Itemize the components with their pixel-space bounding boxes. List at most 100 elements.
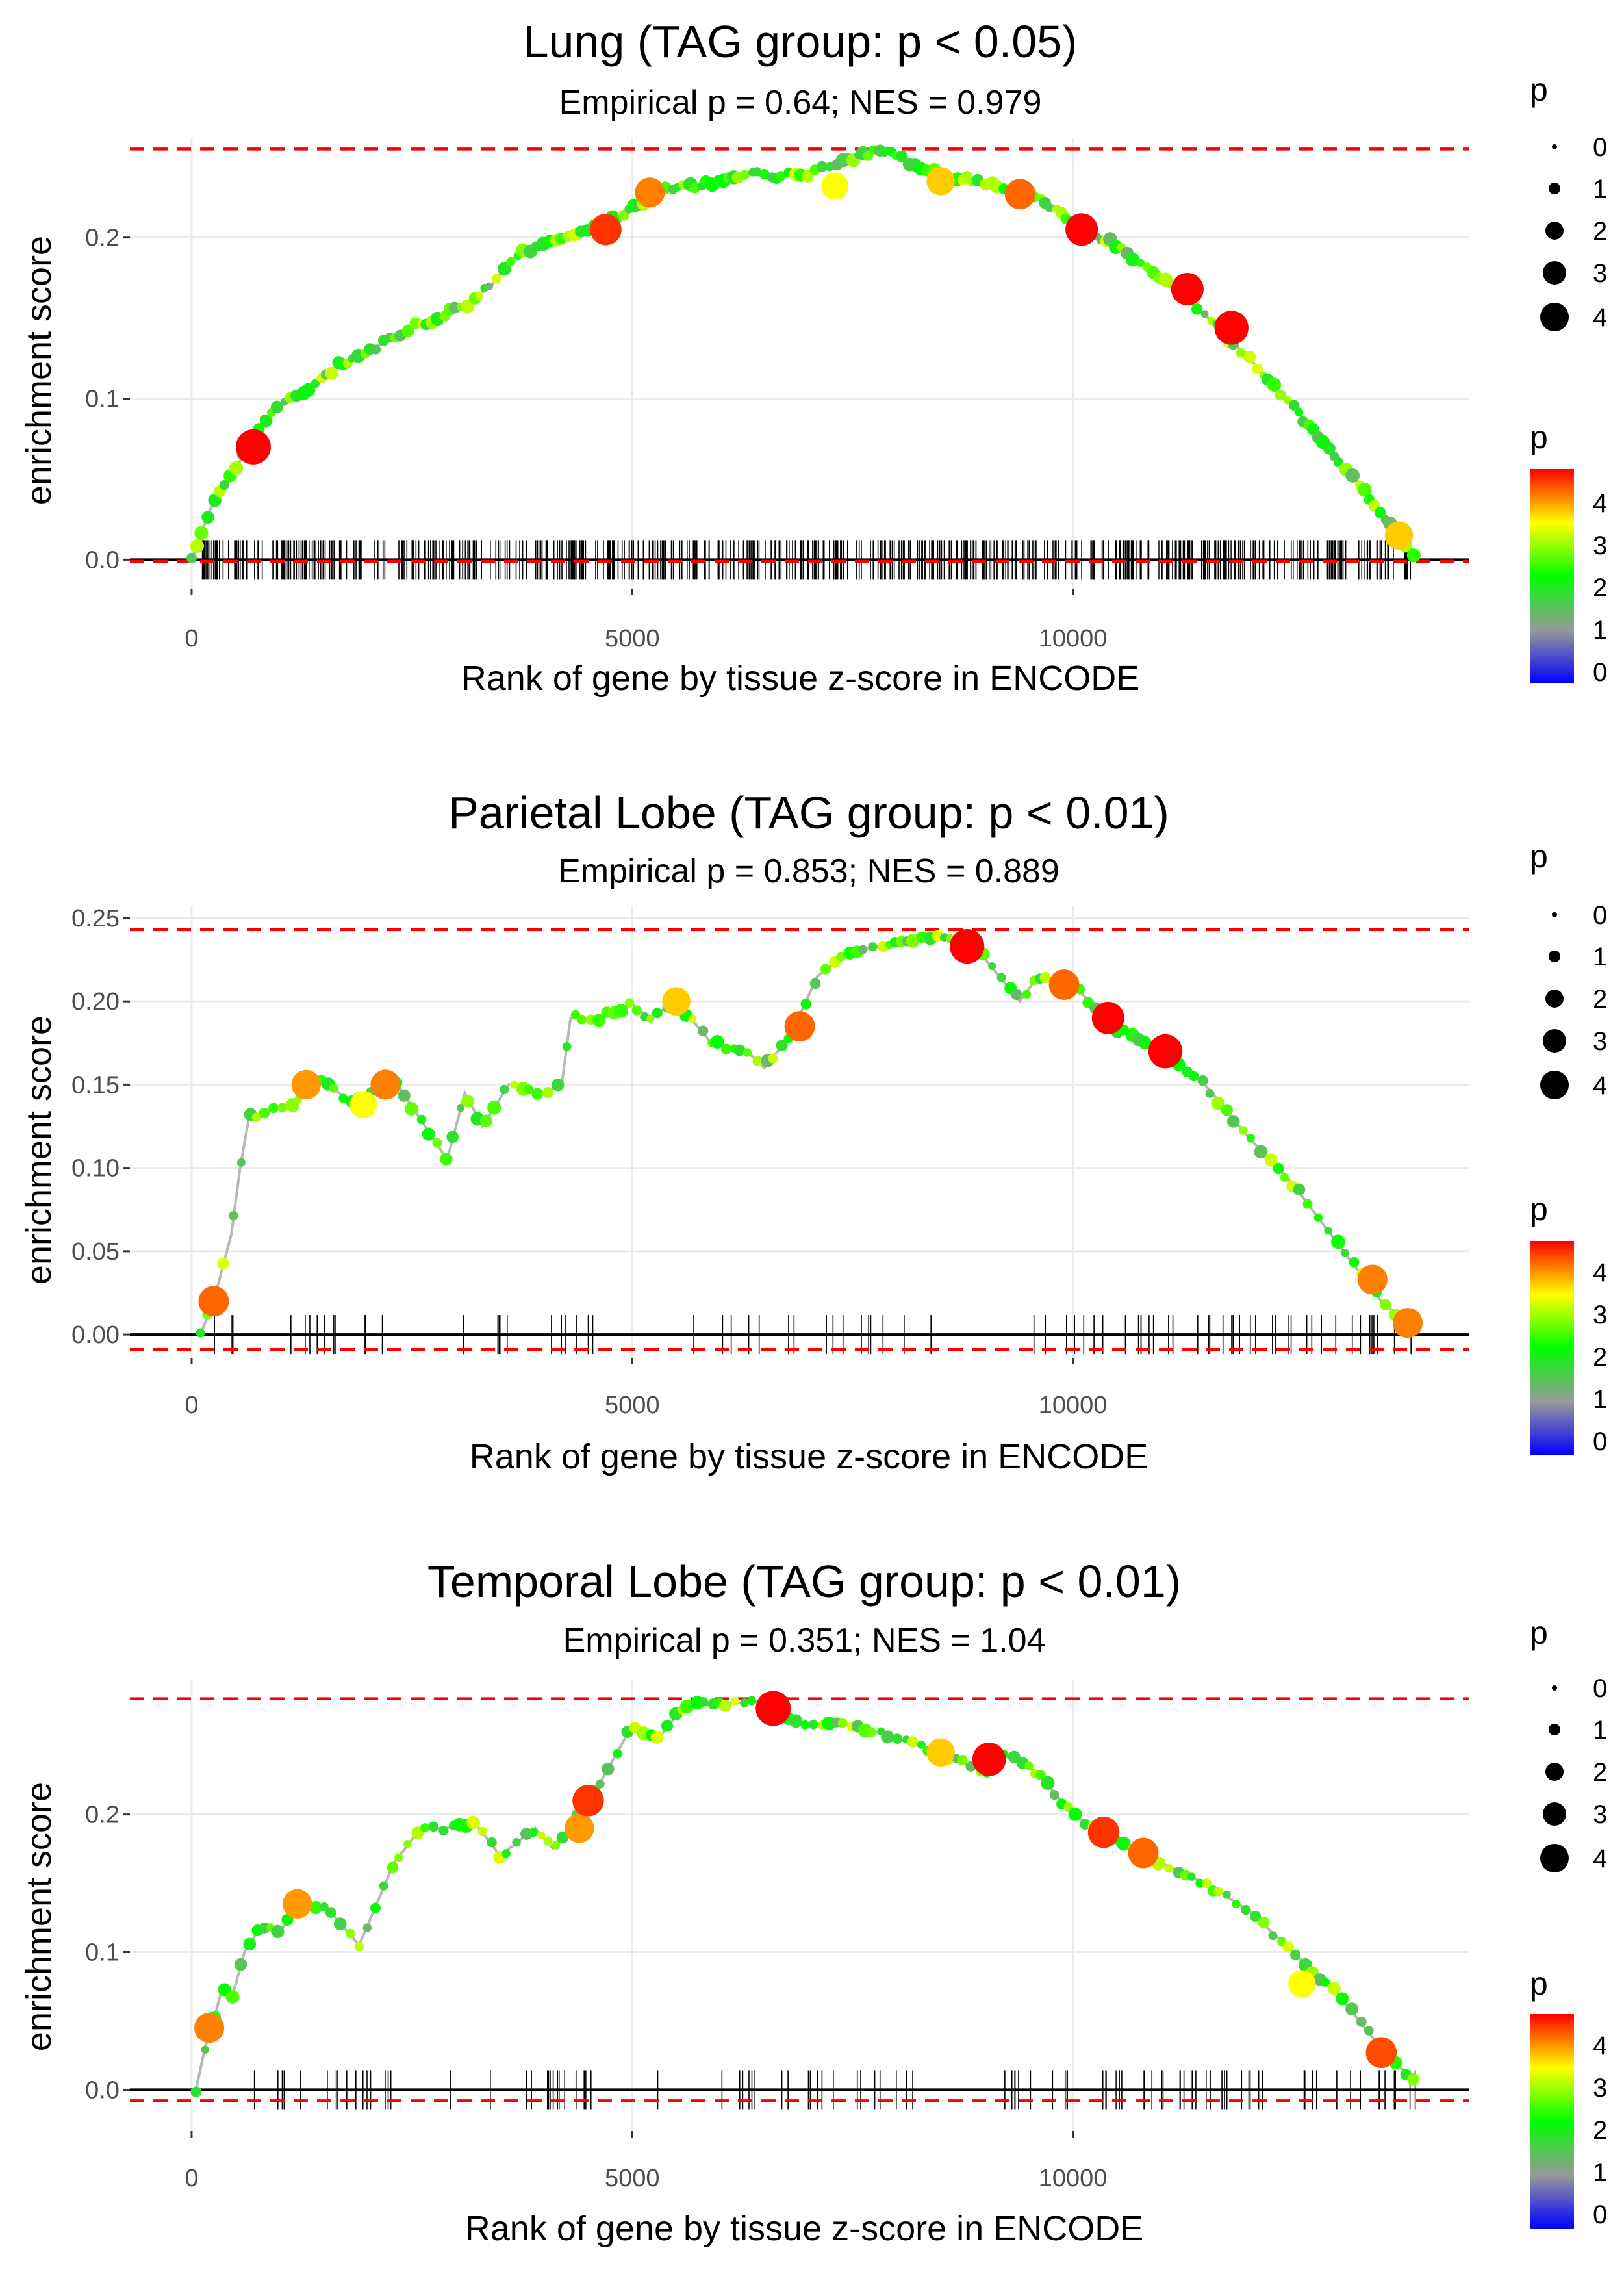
size-legend-keys: 0 1 2 3 4 [1540, 133, 1607, 332]
size-key-label-2: 2 [1593, 217, 1607, 246]
legend-1: p 0 1 2 3 4 p 4 3 2 1 0 [1530, 71, 1607, 687]
gene-point [652, 1008, 663, 1019]
gene-point [524, 1084, 534, 1095]
size-legend-keys: 0 1 2 3 4 [1540, 901, 1607, 1100]
color-legend-title: p [1530, 1965, 1548, 2002]
y-tick-label: 0.05 [71, 1238, 120, 1266]
color-label-3: 3 [1593, 1301, 1607, 1329]
significant-gene-point [1048, 969, 1080, 1000]
gene-point [1374, 507, 1386, 518]
y-tick-label: 0.15 [71, 1071, 120, 1099]
gene-point [401, 324, 414, 337]
size-key-label-4: 4 [1593, 303, 1607, 332]
gene-point [742, 1048, 752, 1057]
significant-gene-point [1393, 1308, 1423, 1338]
gene-point [301, 383, 316, 398]
gene-point [1188, 1071, 1199, 1082]
significant-gene-point [349, 1091, 377, 1119]
gene-point [1268, 1931, 1278, 1941]
gridlines [130, 906, 1469, 1358]
gene-point [1364, 2026, 1374, 2036]
gene-point [225, 1989, 240, 2004]
size-key-label-3: 3 [1593, 1800, 1607, 1829]
gene-point [229, 461, 244, 476]
significant-gene-point [291, 1069, 321, 1100]
gene-point [461, 1095, 474, 1108]
gene-point [1213, 1886, 1223, 1897]
gene-point [1117, 1837, 1131, 1851]
axis-ticks: 0 5000 10000 0.0 0.1 0.2 [85, 225, 1107, 652]
panel-3-title: Temporal Lobe (TAG group: p < 0.01) [427, 1556, 1181, 1607]
gene-point [371, 344, 381, 355]
gene-point [329, 1083, 338, 1093]
gene-point [387, 1861, 399, 1874]
enrichment-curve [194, 1700, 1417, 2090]
gene-point [477, 1826, 488, 1837]
plot-3: 0 5000 10000 0.0 0.1 0.2 [85, 1680, 1469, 2192]
gene-point [1349, 1257, 1360, 1268]
gene-point [1252, 363, 1263, 375]
size-key-1 [1549, 183, 1560, 194]
gene-point [510, 1080, 518, 1089]
gene-point [699, 1697, 709, 1707]
gene-point [863, 151, 873, 161]
color-label-3: 3 [1593, 531, 1607, 560]
x-tick-label: 5000 [605, 2165, 660, 2192]
gene-point [379, 1881, 388, 1891]
size-key-4 [1540, 1071, 1569, 1099]
gene-point [259, 1107, 270, 1119]
color-label-2: 2 [1593, 1343, 1607, 1372]
significant-gene-point [370, 1069, 401, 1100]
gene-point [404, 1101, 418, 1116]
significant-gene-point [1004, 179, 1035, 210]
significant-gene-point [1288, 1970, 1316, 1998]
gene-point [679, 1699, 694, 1714]
gene-point [432, 1138, 442, 1148]
gene-point [1250, 1910, 1262, 1922]
gene-point [229, 1211, 238, 1221]
size-legend-title: p [1530, 71, 1548, 108]
panel-2-subtitle: Empirical p = 0.853; NES = 0.889 [558, 852, 1059, 890]
enrichment-curve [199, 933, 1409, 1335]
gene-point [466, 1815, 480, 1830]
significant-gene-point [950, 928, 985, 964]
gene-point [602, 1762, 615, 1776]
gene-point [186, 552, 197, 563]
color-label-0: 0 [1593, 1427, 1607, 1456]
gene-point [370, 1902, 381, 1913]
gene-point [858, 945, 868, 954]
size-key-label-2: 2 [1593, 985, 1607, 1014]
significant-gene-point [1148, 1034, 1183, 1069]
gene-point [1080, 1819, 1091, 1830]
gene-point [234, 1958, 247, 1971]
gene-point [1407, 2073, 1420, 2086]
gene-point [270, 400, 284, 413]
significant-gene-point [821, 172, 849, 200]
gene-point [1258, 1916, 1270, 1928]
color-label-1: 1 [1593, 616, 1607, 645]
significant-gene-point [926, 167, 955, 196]
size-key-2 [1545, 222, 1564, 240]
gene-point [1187, 1872, 1196, 1881]
gene-point [1280, 1173, 1289, 1182]
size-key-0 [1552, 1685, 1557, 1691]
significant-gene-point [283, 1889, 312, 1919]
gene-point [820, 964, 831, 975]
y-tick-label: 0.0 [85, 546, 120, 574]
size-key-3 [1543, 261, 1566, 285]
gene-point [1197, 1075, 1208, 1086]
gene-point [1273, 1162, 1284, 1175]
gene-point [1040, 1776, 1055, 1791]
gene-point [1211, 1096, 1225, 1110]
size-key-label-1: 1 [1593, 943, 1607, 971]
size-legend-keys: 0 1 2 3 4 [1540, 1674, 1607, 1873]
gene-point [345, 1928, 355, 1939]
gene-point [1191, 303, 1203, 315]
gene-point [474, 291, 484, 300]
gene-point [576, 1014, 587, 1025]
color-legend-title: p [1530, 419, 1548, 455]
gene-point [1202, 1878, 1212, 1889]
y-tick-label: 0.2 [85, 225, 120, 252]
gene-point [624, 998, 635, 1008]
gene-point [394, 1853, 403, 1862]
